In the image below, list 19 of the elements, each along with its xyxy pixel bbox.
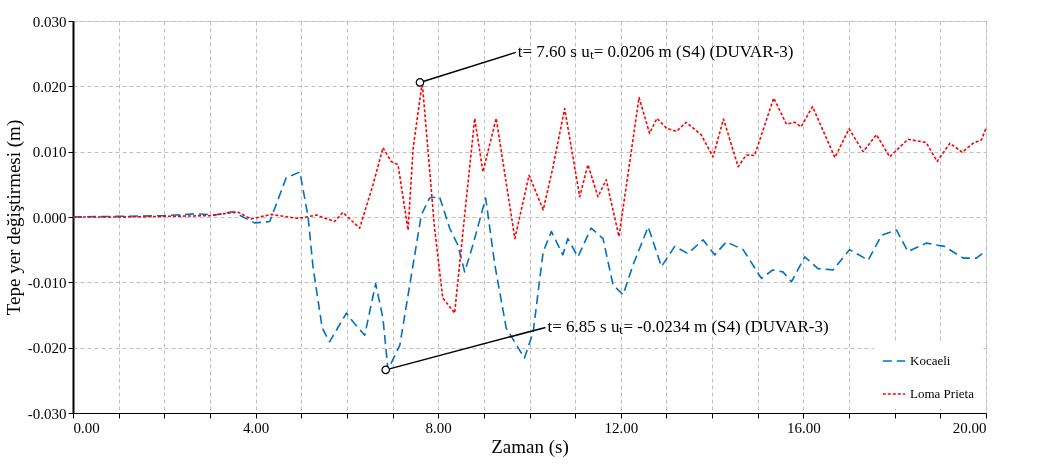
x-tick-label: 12.00	[604, 419, 639, 436]
y-tick-label: -0.020	[27, 340, 67, 357]
x-tick-label: 8.00	[425, 419, 452, 436]
annotation: t= 7.60 s uₜ= 0.0206 m (S4) (DUVAR-3)	[517, 42, 794, 62]
y-tick-label: 0.030	[32, 13, 67, 30]
y-tick-label: -0.030	[27, 405, 67, 422]
y-tick-label: 0.000	[32, 209, 67, 226]
y-axis-title: Tepe yer değiştirmesi (m)	[2, 119, 25, 316]
legend-label: Kocaeli	[910, 353, 951, 368]
x-tick-label: 20.00	[952, 419, 987, 436]
y-tick-label: 0.010	[32, 144, 67, 161]
x-tick-label: 16.00	[787, 419, 821, 436]
legend-label: Loma Prieta	[910, 386, 975, 401]
x-axis-title: Zaman (s)	[491, 435, 569, 458]
x-tick-label: 0.00	[73, 419, 100, 436]
y-tick-label: 0.020	[32, 78, 67, 95]
annotation: t= 6.85 s uₜ= -0.0234 m (S4) (DUVAR-3)	[547, 317, 829, 337]
x-tick-label: 4.00	[242, 419, 270, 436]
y-tick-label: -0.010	[27, 274, 67, 291]
